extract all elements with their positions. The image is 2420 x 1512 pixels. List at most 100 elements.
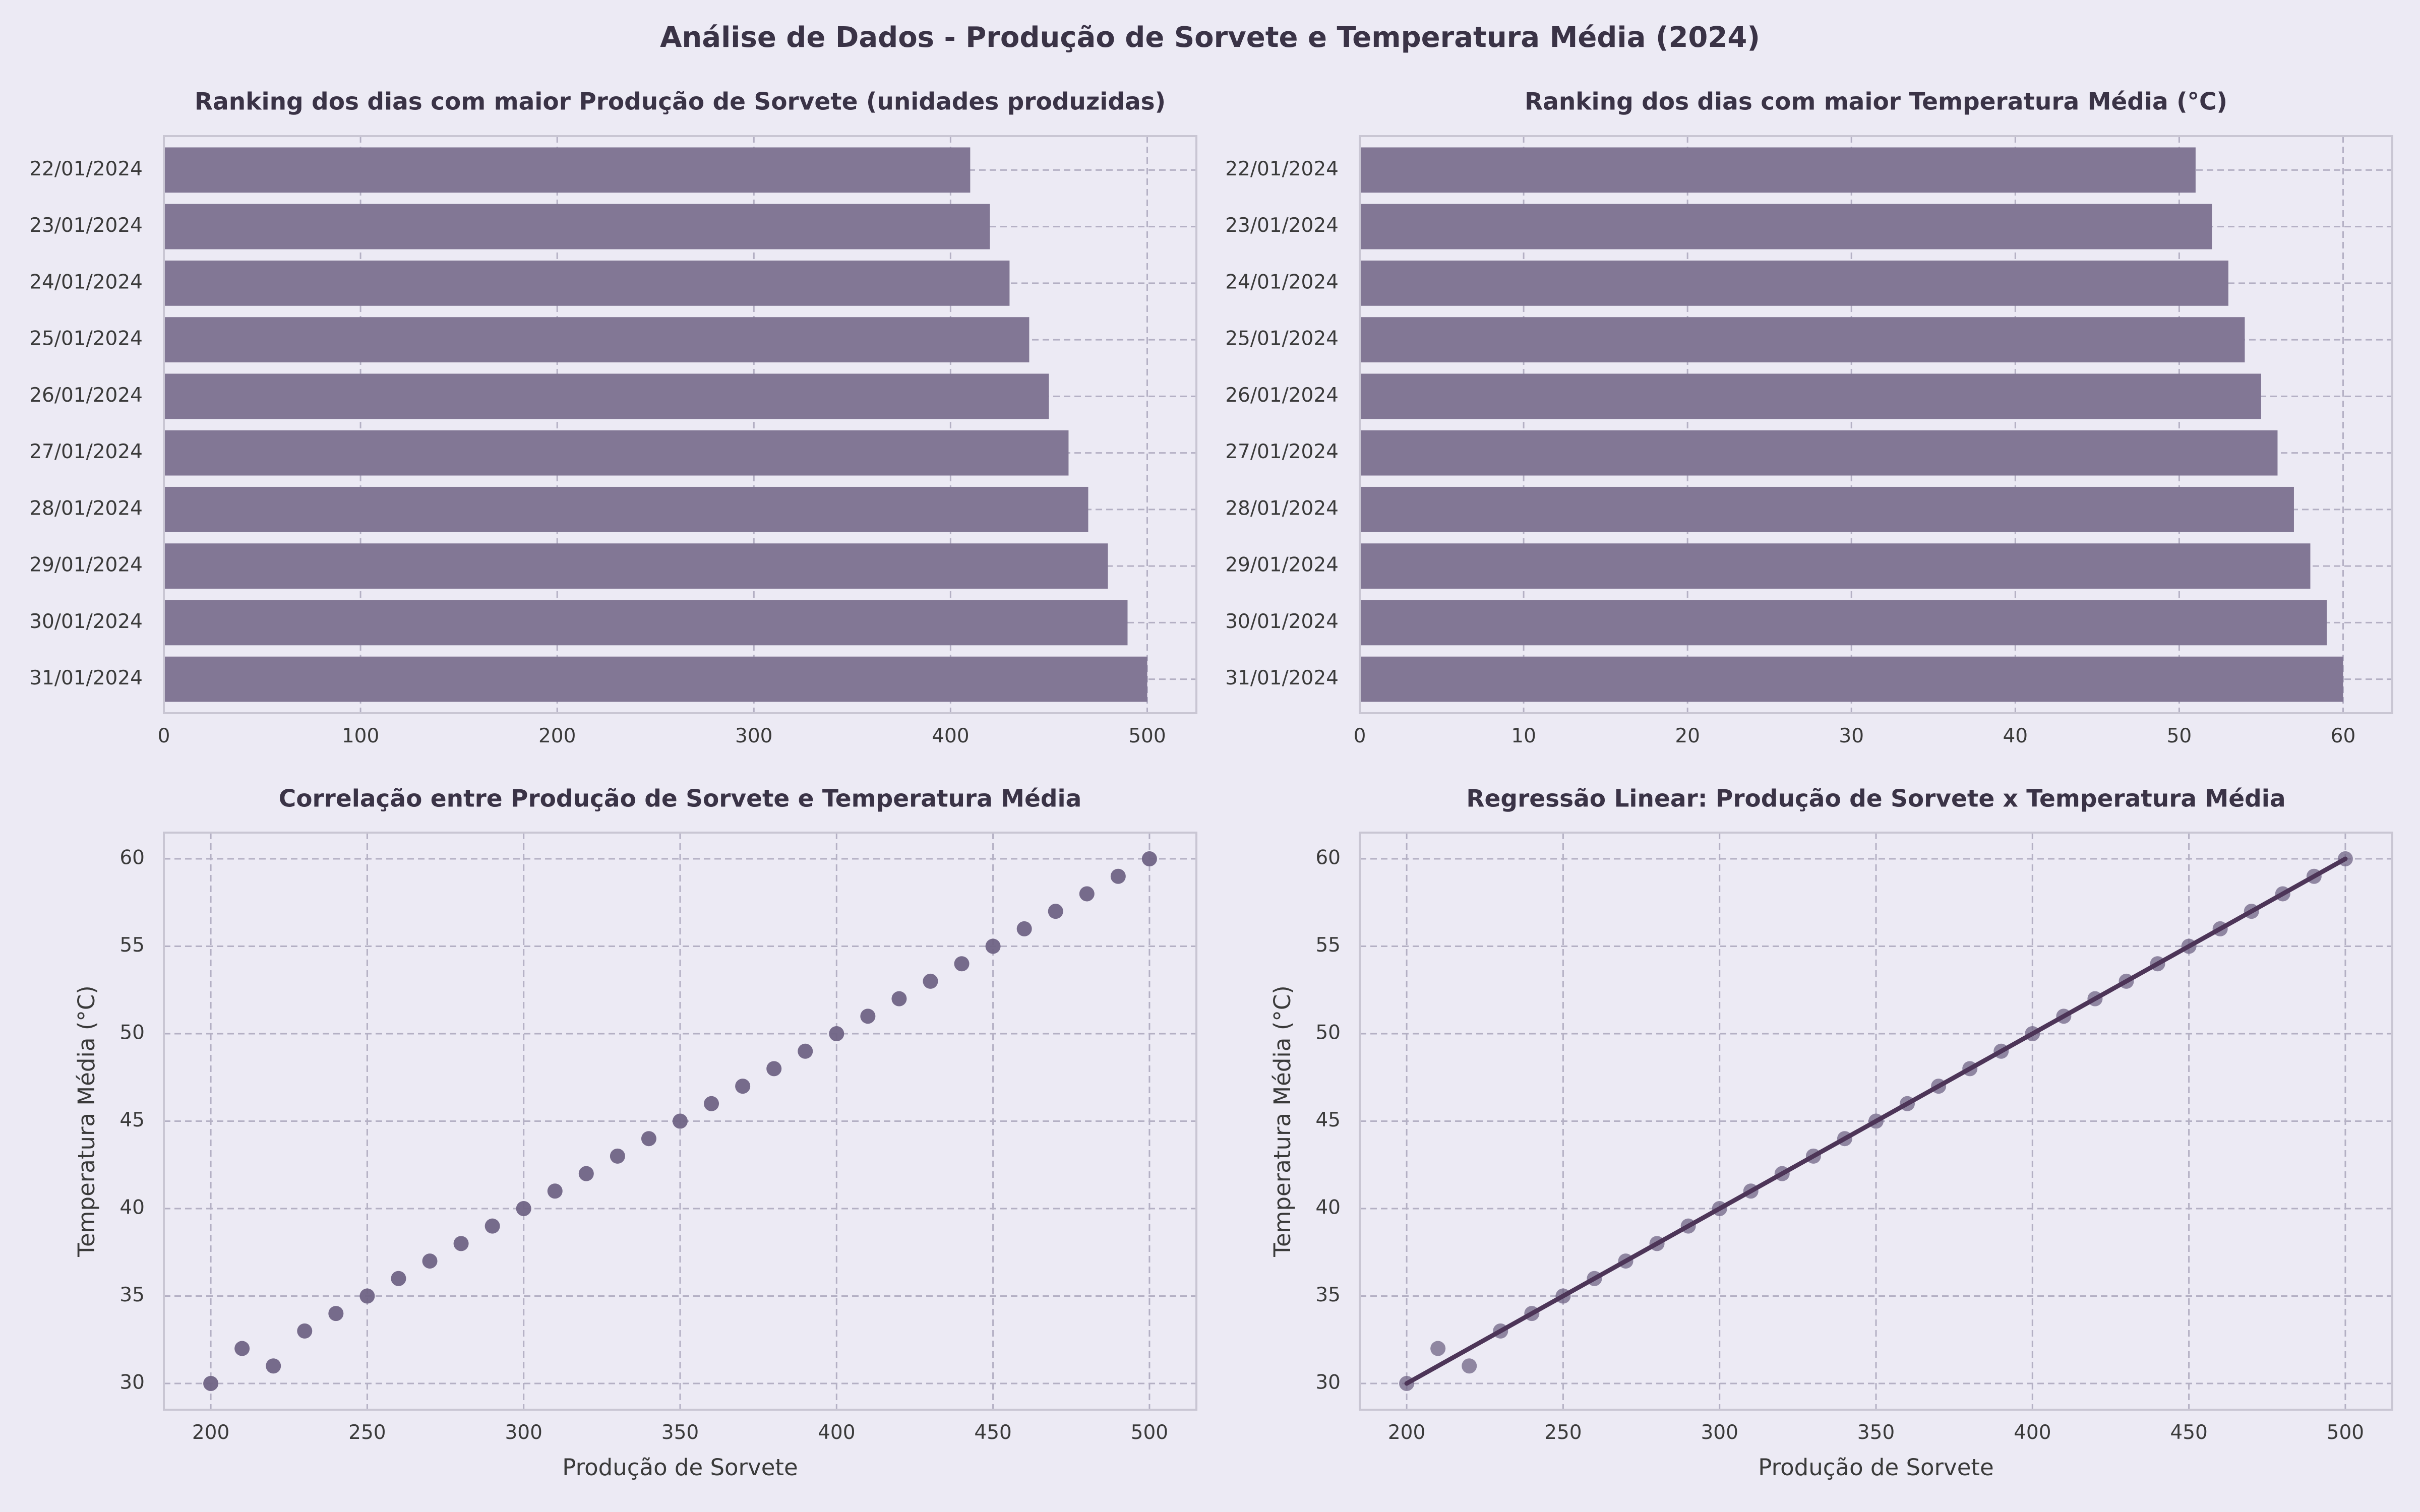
bar-31-01-2024	[164, 656, 1147, 702]
data-point-220	[266, 1358, 281, 1374]
data-point-210	[1430, 1341, 1446, 1356]
x-tick-label: 450	[974, 1421, 1011, 1444]
data-point-270	[422, 1253, 438, 1269]
x-tick-label: 100	[342, 725, 379, 747]
y-tick-label: 45	[1315, 1109, 1341, 1131]
y-tick-label: 30	[1315, 1371, 1341, 1394]
bar-28-01-2024	[164, 486, 1088, 532]
data-point-260	[391, 1271, 406, 1286]
y-tick-label: 35	[119, 1284, 145, 1306]
bar-22-01-2024	[1360, 147, 2196, 193]
x-tick-label: 0	[1354, 725, 1366, 747]
data-point-220	[1462, 1358, 1477, 1374]
y-tick-label: 31/01/2024	[29, 667, 143, 689]
data-point-300	[516, 1201, 531, 1216]
bar-chart-2: 22/01/2024 23/01/2024 24/01/2024 25/01/2024…	[1225, 88, 2393, 747]
figure-title: Análise de Dados - Produção de Sorvete e…	[660, 21, 1760, 54]
data-point-240	[328, 1306, 344, 1321]
data-point-330	[610, 1148, 625, 1164]
x-tick-label: 50	[2167, 725, 2192, 747]
bar-30-01-2024	[164, 600, 1128, 646]
plot-frame	[163, 832, 1197, 1411]
y-tick-label: 26/01/2024	[29, 384, 143, 407]
x-axis-label: Produção de Sorvete	[1758, 1454, 1993, 1481]
data-point-360	[704, 1096, 719, 1111]
y-tick-label: 50	[1315, 1022, 1341, 1044]
y-tick-label: 29/01/2024	[1225, 554, 1339, 577]
bar-29-01-2024	[164, 543, 1108, 589]
bar-28-01-2024	[1360, 486, 2294, 532]
bar-23-01-2024	[164, 204, 990, 249]
x-tick-label: 300	[505, 1421, 542, 1444]
data-point-480	[1079, 886, 1095, 902]
y-tick-label: 23/01/2024	[29, 214, 143, 237]
bar-25-01-2024	[1360, 317, 2245, 363]
bar-22-01-2024	[164, 147, 971, 193]
y-tick-label: 28/01/2024	[29, 497, 143, 520]
bar-24-01-2024	[1360, 260, 2228, 306]
y-tick-label: 55	[1315, 934, 1341, 957]
data-point-320	[578, 1166, 594, 1181]
y-tick-label: 24/01/2024	[1225, 271, 1339, 293]
data-point-250	[359, 1288, 375, 1304]
bar-25-01-2024	[164, 317, 1030, 363]
chart-title: Ranking dos dias com maior Produção de S…	[195, 88, 1166, 116]
data-point-340	[641, 1131, 656, 1147]
data-point-370	[735, 1079, 751, 1094]
bar-24-01-2024	[164, 260, 1010, 306]
bar-31-01-2024	[1360, 656, 2343, 702]
data-point-200	[203, 1375, 219, 1391]
x-tick-label: 10	[1511, 725, 1536, 747]
bar-30-01-2024	[1360, 600, 2327, 646]
data-point-450	[985, 938, 1001, 954]
y-tick-label: 25/01/2024	[1225, 328, 1339, 350]
data-point-440	[954, 956, 970, 972]
chart-title: Ranking dos dias com maior Temperatura M…	[1525, 88, 2227, 116]
plot-frame	[1359, 135, 2393, 714]
data-point-230	[297, 1323, 313, 1339]
y-tick-label: 23/01/2024	[1225, 214, 1339, 237]
y-tick-label: 31/01/2024	[1225, 667, 1339, 689]
x-tick-label: 60	[2331, 725, 2356, 747]
x-tick-label: 250	[348, 1421, 386, 1444]
data-point-500	[1141, 851, 1157, 867]
regression-line	[1404, 856, 2348, 1386]
plot-frame	[1359, 832, 2393, 1411]
data-point-280	[453, 1236, 469, 1251]
y-tick-label: 40	[1315, 1196, 1341, 1219]
x-tick-label: 300	[1701, 1421, 1738, 1444]
x-tick-label: 200	[192, 1421, 229, 1444]
y-tick-label: 30	[119, 1371, 145, 1394]
data-point-460	[1016, 921, 1032, 936]
data-point-400	[829, 1026, 844, 1042]
x-tick-label: 400	[818, 1421, 855, 1444]
x-tick-label: 200	[1388, 1421, 1425, 1444]
bar-26-01-2024	[1360, 373, 2261, 419]
chart-title: Correlação entre Produção de Sorvete e T…	[279, 785, 1082, 813]
x-tick-label: 450	[2170, 1421, 2207, 1444]
x-tick-label: 30	[1839, 725, 1864, 747]
y-tick-label: 60	[1315, 847, 1341, 869]
y-axis-label: Temperatura Média (°C)	[73, 985, 100, 1257]
y-tick-label: 35	[1315, 1284, 1341, 1306]
x-tick-label: 40	[2003, 725, 2028, 747]
data-point-470	[1048, 904, 1063, 919]
data-point-290	[485, 1218, 500, 1234]
y-tick-label: 22/01/2024	[29, 158, 143, 180]
data-point-350	[673, 1113, 688, 1129]
x-tick-label: 0	[158, 725, 170, 747]
x-tick-label: 350	[661, 1421, 699, 1444]
x-tick-label: 350	[1857, 1421, 1895, 1444]
x-axis-label: Produção de Sorvete	[562, 1454, 798, 1481]
y-tick-label: 27/01/2024	[29, 440, 143, 463]
y-tick-label: 40	[119, 1196, 145, 1219]
y-tick-label: 29/01/2024	[29, 554, 143, 577]
y-axis-label: Temperatura Média (°C)	[1269, 985, 1296, 1257]
x-tick-label: 400	[2014, 1421, 2051, 1444]
bar-23-01-2024	[1360, 204, 2212, 249]
y-tick-label: 30/01/2024	[1225, 610, 1339, 633]
y-tick-label: 25/01/2024	[29, 328, 143, 350]
bar-27-01-2024	[1360, 430, 2278, 476]
